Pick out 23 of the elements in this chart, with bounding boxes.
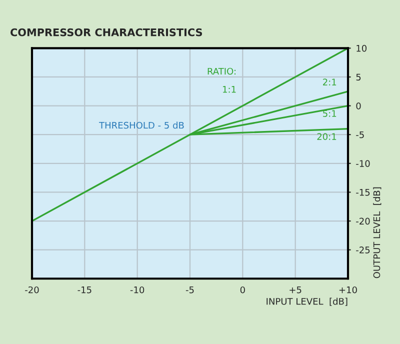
- y-axis-title: OUTPUT LEVEL [dB]: [373, 187, 382, 278]
- y-tick-label: 5: [356, 74, 361, 81]
- x-tick-label: -20: [25, 286, 39, 294]
- x-tick-label: +5: [290, 286, 302, 294]
- annotation: THRESHOLD - 5 dB: [98, 122, 184, 129]
- series-label: 20:1: [317, 133, 336, 140]
- y-tick-label: 10: [356, 44, 367, 52]
- y-tick-label: -5: [356, 131, 364, 138]
- y-tick-label: -25: [356, 246, 370, 254]
- x-axis-title: INPUT LEVEL [dB]: [266, 298, 348, 306]
- y-tick-label: -15: [356, 189, 370, 196]
- y-tick-label: -10: [356, 160, 370, 167]
- x-tick-label: -10: [130, 286, 144, 294]
- x-tick-label: -5: [186, 286, 194, 294]
- y-tick-label: -20: [356, 218, 370, 225]
- x-tick-label: 0: [240, 286, 245, 294]
- series-label: 2:1: [323, 78, 336, 86]
- chart-title: COMPRESSOR CHARACTERISTICS: [10, 28, 202, 36]
- x-tick-label: +10: [339, 286, 357, 294]
- x-tick-label: -15: [78, 286, 92, 294]
- y-tick-label: 0: [356, 102, 361, 110]
- legend-title: RATIO:: [208, 68, 236, 75]
- series-label: 1:1: [222, 86, 236, 93]
